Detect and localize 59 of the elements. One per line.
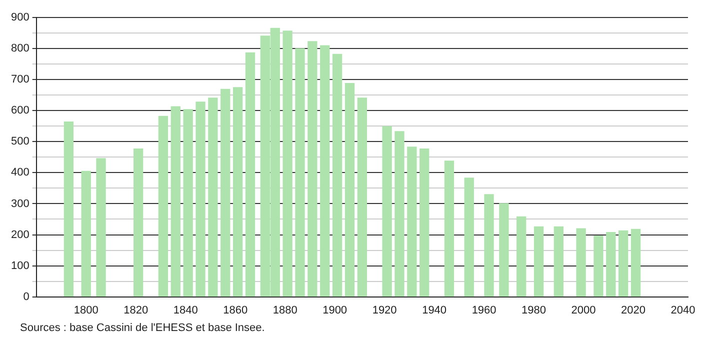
bar <box>332 54 342 297</box>
bar <box>170 106 180 297</box>
bar <box>394 131 404 297</box>
bar <box>208 98 218 297</box>
bar <box>534 226 544 297</box>
bar <box>81 170 91 297</box>
bar <box>158 116 168 297</box>
bar <box>232 87 243 297</box>
bar <box>444 160 454 297</box>
bar <box>420 148 430 297</box>
y-tick-label: 300 <box>10 198 30 210</box>
bar <box>308 41 318 297</box>
bar <box>484 194 494 297</box>
bar <box>96 158 106 297</box>
bar <box>64 122 74 297</box>
bar <box>282 30 292 297</box>
y-tick-label: 700 <box>10 74 30 86</box>
bar <box>220 88 230 297</box>
bar <box>606 232 616 297</box>
bar <box>196 102 206 297</box>
bar <box>183 109 193 297</box>
y-tick-label: 100 <box>10 260 30 272</box>
x-tick-label: 1980 <box>522 304 546 316</box>
x-tick-label: 1960 <box>472 304 496 316</box>
bar <box>554 226 564 297</box>
x-tick-label: 2040 <box>670 304 696 316</box>
bar <box>499 203 509 297</box>
x-tick-label: 1820 <box>124 304 148 316</box>
x-tick-label: 1940 <box>422 304 447 316</box>
x-tick-label: 2000 <box>571 304 596 316</box>
bar <box>382 126 392 297</box>
x-tick-label: 1900 <box>322 304 348 316</box>
bar <box>576 228 586 297</box>
y-tick-label: 900 <box>10 12 30 24</box>
bar <box>618 230 628 297</box>
bar <box>357 98 368 297</box>
x-tick-label: 1880 <box>272 304 298 316</box>
bar <box>594 236 604 297</box>
bar <box>464 178 474 297</box>
bar <box>630 228 641 297</box>
y-tick-label: 200 <box>10 228 30 241</box>
x-tick-label: 1860 <box>223 304 248 316</box>
x-tick-label: 1800 <box>74 304 98 316</box>
bar <box>320 45 330 297</box>
bar <box>295 48 305 297</box>
y-tick-label: 800 <box>10 42 30 55</box>
bar <box>516 216 526 297</box>
bar <box>407 146 417 297</box>
bar <box>134 148 144 297</box>
y-tick-label: 400 <box>10 166 30 179</box>
source-note: Sources : base Cassini de l'EHESS et base Insee. <box>20 322 266 334</box>
x-tick-label: 1920 <box>372 304 397 316</box>
y-tick-label: 0 <box>23 290 30 303</box>
bar <box>245 52 256 297</box>
bar <box>344 83 355 297</box>
y-tick-label: 500 <box>10 136 30 148</box>
x-tick-label: 1840 <box>173 304 198 316</box>
y-tick-label: 600 <box>10 104 30 117</box>
x-tick-label: 2020 <box>621 304 646 316</box>
